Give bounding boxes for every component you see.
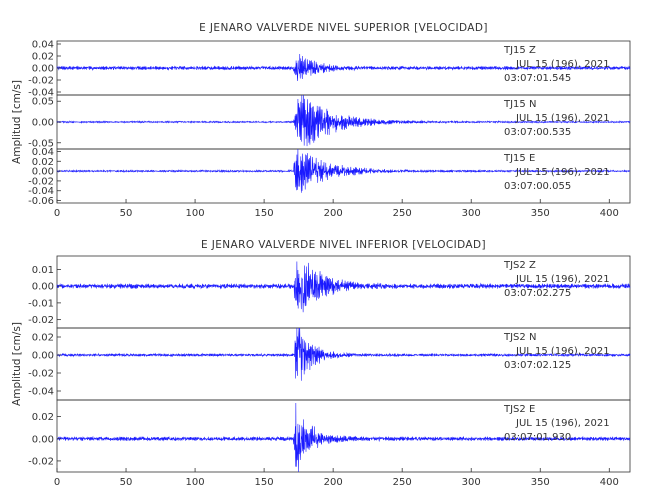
y-tick-label: -0.05	[28, 138, 54, 149]
x-tick-label: 200	[324, 208, 343, 219]
waveform-trace	[56, 53, 631, 81]
y-tick-label: -0.02	[28, 176, 54, 187]
trace-panel-tj15-z: 0.040.020.00-0.02-0.04 TJ15 Z JUL 15 (196)…	[28, 40, 631, 99]
station-label: TJ15 E	[503, 153, 535, 164]
station-label: TJ15 N	[503, 99, 536, 110]
chart-inferior: E JENARO VALVERDE NIVEL INFERIOR [VELOCI…	[11, 239, 631, 488]
date-label: JUL 15 (196), 2021	[515, 274, 610, 285]
x-tick-label: 300	[462, 208, 481, 219]
y-tick-label: -0.06	[28, 196, 54, 207]
date-label: JUL 15 (196), 2021	[515, 167, 610, 178]
x-tick-label: 200	[324, 477, 343, 488]
date-label: JUL 15 (196), 2021	[515, 418, 610, 429]
x-tick-label: 350	[531, 477, 550, 488]
y-tick-label: -0.04	[28, 387, 54, 398]
date-label: JUL 15 (196), 2021	[515, 113, 610, 124]
y-tick-label: 0.01	[32, 265, 54, 276]
time-label: 03:07:02.125	[504, 360, 571, 371]
y-tick-label: 0.02	[32, 412, 54, 423]
x-tick-label: 50	[120, 208, 133, 219]
station-label: TJS2 Z	[503, 260, 536, 271]
y-tick-label: 0.02	[32, 52, 54, 63]
y-tick-label: -0.02	[28, 456, 54, 467]
x-tick-label: 50	[120, 477, 133, 488]
station-label: TJ15 Z	[503, 45, 536, 56]
x-tick-label: 150	[255, 208, 274, 219]
x-tick-label: 250	[393, 208, 412, 219]
panel-frame	[56, 399, 631, 473]
y-tick-label: -0.02	[28, 76, 54, 87]
x-tick-label: 250	[393, 477, 412, 488]
date-label: JUL 15 (196), 2021	[515, 346, 610, 357]
station-label: TJS2 E	[503, 404, 535, 415]
waveform-trace	[56, 261, 631, 313]
chart-title: E JENARO VALVERDE NIVEL INFERIOR [VELOCI…	[201, 239, 486, 251]
waveform-trace	[56, 327, 631, 381]
y-tick-label: 0.05	[32, 97, 54, 108]
y-tick-label: 0.04	[32, 147, 54, 158]
y-tick-label: 0.00	[32, 282, 54, 293]
chart-superior: E JENARO VALVERDE NIVEL SUPERIOR [VELOCI…	[11, 22, 631, 219]
trace-panel-tj15-n: 0.05 0.00 -0.05 TJ15 N JUL 15 (196), 2021 03:…	[28, 94, 631, 150]
date-label: JUL 15 (196), 2021	[515, 59, 610, 70]
y-axis-label: Amplitud [cm/s]	[11, 80, 23, 164]
y-tick-label: -0.01	[28, 298, 54, 309]
time-label: 03:07:00.055	[504, 181, 571, 192]
y-axis-label: Amplitud [cm/s]	[11, 322, 23, 406]
x-tick-label: 300	[462, 477, 481, 488]
trace-panel-tjs2-n: 0.02 0.00 -0.02 -0.04 TJS2 N JUL 15 (196), 20…	[28, 327, 631, 401]
x-tick-label: 400	[600, 477, 619, 488]
time-label: 03:07:00.535	[504, 127, 571, 138]
x-tick-label: 100	[186, 208, 205, 219]
y-tick-label: 0.02	[32, 157, 54, 168]
waveform-trace	[56, 148, 631, 193]
y-tick-label: 0.02	[32, 333, 54, 344]
x-tick-label: 0	[54, 477, 60, 488]
y-tick-label: 0.00	[32, 167, 54, 178]
waveform-trace	[56, 94, 631, 147]
x-tick-label: 350	[531, 208, 550, 219]
time-label: 03:07:02.275	[504, 288, 571, 299]
x-tick-label: 100	[186, 477, 205, 488]
waveform-trace	[56, 402, 631, 473]
y-tick-label: 0.04	[32, 40, 54, 51]
y-tick-label: -0.02	[28, 369, 54, 380]
trace-panel-tjs2-z: 0.01 0.00 -0.01 -0.02 TJS2 Z JUL 15 (196), 20…	[28, 255, 631, 329]
x-tick-label: 0	[54, 208, 60, 219]
y-tick-label: 0.00	[32, 64, 54, 75]
chart-title: E JENARO VALVERDE NIVEL SUPERIOR [VELOCI…	[199, 22, 488, 34]
y-tick-label: 0.00	[32, 351, 54, 362]
trace-panel-tj15-e: 0.040.020.00-0.02-0.04-0.06 TJ15 E JUL 15 …	[28, 147, 631, 207]
x-tick-label: 400	[600, 208, 619, 219]
y-tick-label: -0.02	[28, 315, 54, 326]
y-tick-label: 0.00	[32, 434, 54, 445]
time-label: 03:07:01.930	[504, 432, 571, 443]
trace-panel-tjs2-e: 0.02 0.00 -0.02 TJS2 E JUL 15 (196), 2021 03:…	[28, 399, 631, 473]
y-tick-label: -0.04	[28, 88, 54, 99]
panel-frame	[56, 148, 631, 204]
station-label: TJS2 N	[503, 332, 536, 343]
y-tick-label: 0.00	[32, 118, 54, 129]
x-tick-label: 150	[255, 477, 274, 488]
time-label: 03:07:01.545	[504, 73, 571, 84]
y-tick-label: -0.04	[28, 186, 54, 197]
